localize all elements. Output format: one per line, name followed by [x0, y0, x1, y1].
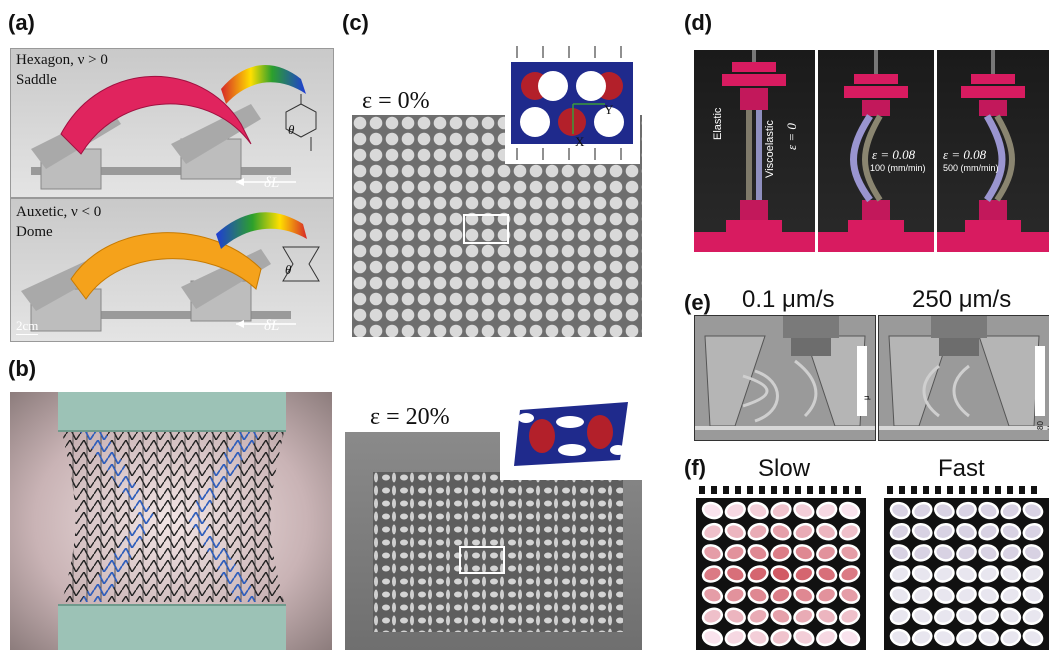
panel-e-sem-fast: [878, 315, 1049, 441]
scale-bar-2cm: 2cm: [16, 318, 39, 335]
slow-label: Slow: [758, 455, 811, 482]
theta-bottom: θ: [285, 262, 292, 277]
delta-l-bottom: δL: [264, 318, 280, 334]
panel-d-photo-2: [818, 50, 934, 252]
axis-y-label: Y: [604, 102, 614, 117]
buckled-beam-500: [983, 114, 1015, 202]
metamaterial-grid-slow: [696, 486, 866, 647]
elastic-label: Elastic: [712, 107, 724, 140]
theta-top: θ: [288, 122, 295, 137]
saddle-apparatus-illustration: [31, 65, 317, 190]
hexagon-label: Hexagon, ν > 0: [16, 52, 108, 68]
dome-apparatus-illustration: [21, 212, 320, 332]
strain-20-label: ε = 20%: [370, 404, 450, 430]
saddle-label: Saddle: [16, 72, 57, 88]
bottom-clamp: [58, 604, 286, 650]
speed-slow-label: 0.1 μm/s: [742, 286, 835, 313]
panel-e-sem-slow: [694, 315, 876, 441]
dome-label: Dome: [16, 224, 53, 240]
panel-d-photo-3: [937, 50, 1049, 252]
viscoelastic-label: Viscoelastic: [764, 120, 776, 178]
axis-x-label: X: [575, 134, 585, 149]
lattice-specimen: [62, 432, 284, 602]
buckled-beam-100: [850, 114, 883, 203]
panel-f-slow-grid: [696, 486, 866, 650]
rate-right-label: 500 (mm/min): [943, 163, 999, 173]
panel-c-top-inset: [505, 42, 640, 164]
hole-array-deformed: [373, 472, 623, 632]
strain-0-label: ε = 0%: [362, 88, 430, 114]
panel-b-photo: [10, 392, 332, 650]
panel-a-top-photo: [10, 48, 334, 198]
panel-c-bottom-inset: [500, 388, 642, 480]
rate-mid-label: 100 (mm/min): [870, 163, 926, 173]
fast-label: Fast: [938, 455, 985, 482]
scale-right-label: 80 μ: [1036, 421, 1049, 430]
panel-b-label: (b): [8, 356, 37, 381]
panel-d-photo-1: [694, 50, 815, 252]
micro-structure-fast: [879, 316, 1049, 440]
metamaterial-grid-fast: [884, 486, 1049, 647]
eps-right-label: ε = 0.08: [943, 147, 987, 162]
scale-left-label: μ: [862, 395, 871, 400]
eps0-label: ε = 0: [784, 123, 799, 150]
auxetic-label: Auxetic, ν < 0: [16, 204, 102, 220]
panel-a-bottom-photo: [10, 198, 334, 342]
panel-e-label: (e): [684, 290, 711, 315]
unit-cell-inset-undeformed: [511, 46, 633, 160]
top-clamp: [58, 392, 286, 432]
panel-c-label: (c): [342, 10, 369, 35]
eps-mid-label: ε = 0.08: [872, 147, 916, 162]
unit-cell-inset-deformed: [514, 402, 628, 466]
panel-f-label: (f): [684, 455, 706, 480]
panel-a-label: (a): [8, 10, 35, 35]
panel-d-label: (d): [684, 10, 713, 35]
panel-f-fast-grid: [884, 486, 1049, 650]
speed-fast-label: 250 μm/s: [912, 286, 1012, 313]
micro-structure-slow: [695, 316, 875, 440]
delta-l-top: δL: [264, 175, 280, 191]
